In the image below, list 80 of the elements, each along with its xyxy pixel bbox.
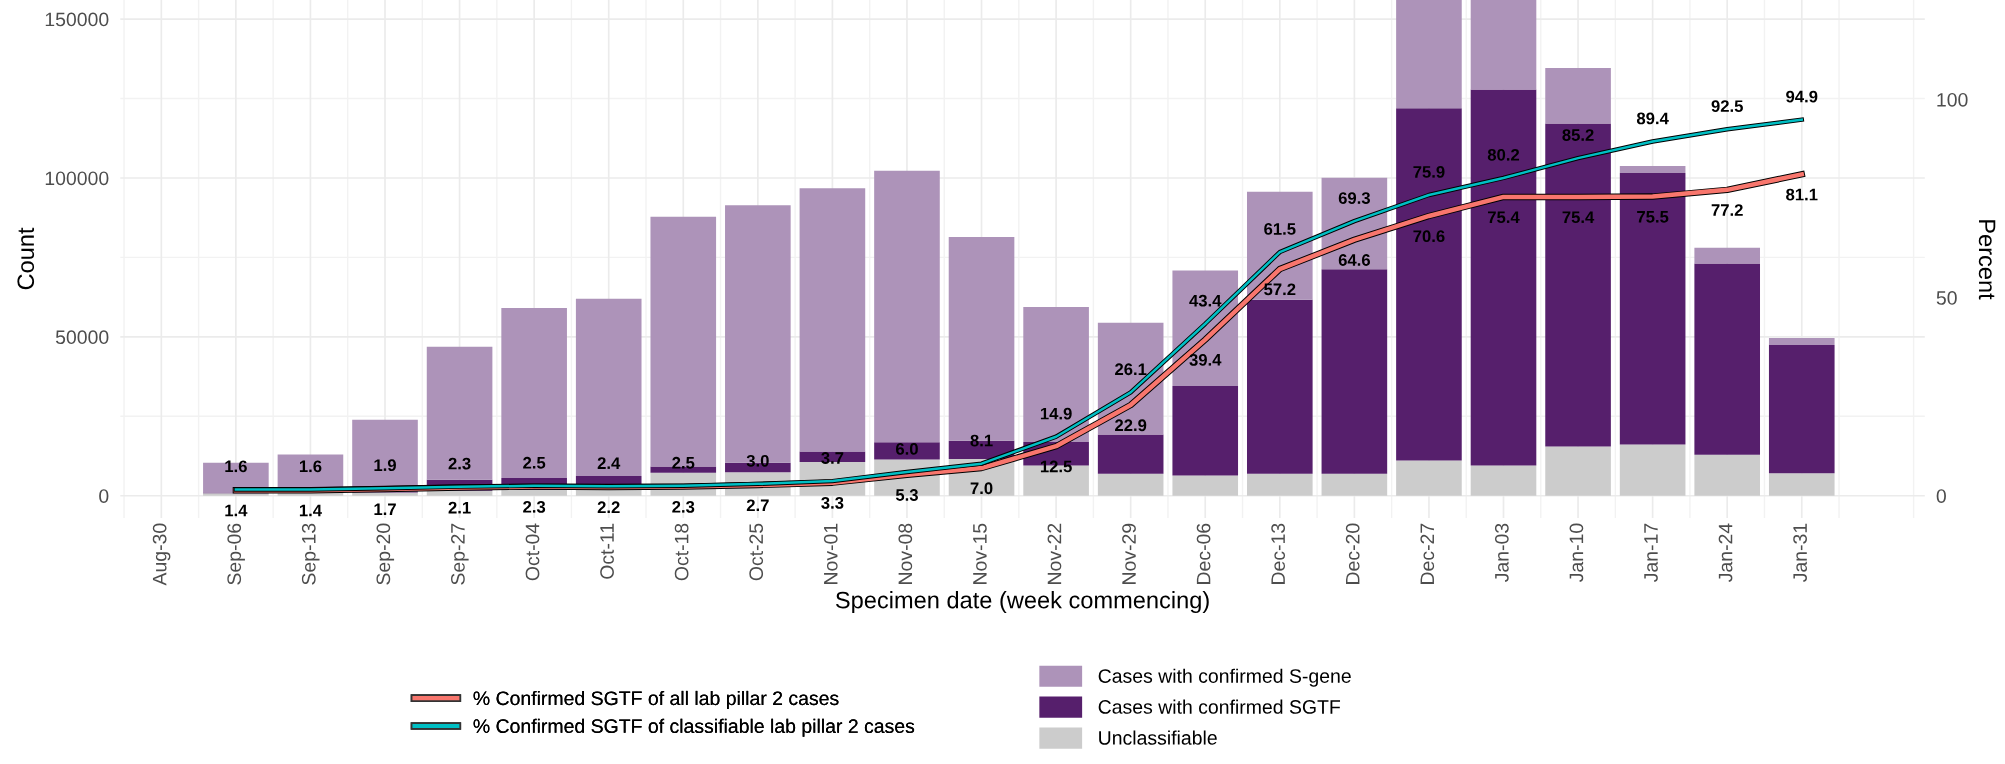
- data-label: 2.3: [672, 500, 695, 513]
- y-tick-label: 150000: [45, 12, 109, 27]
- x-tick-label: Oct-11: [600, 523, 614, 579]
- legend-label: % Confirmed SGTF of all lab pillar 2 cases: [473, 690, 839, 710]
- x-tick-label: Sep-20: [376, 523, 395, 585]
- data-label: 5.3: [895, 489, 918, 501]
- data-label: 1.9: [374, 459, 396, 472]
- data-label: 2.4: [597, 457, 621, 469]
- data-label: 2.7: [746, 499, 769, 512]
- data-label: 1.4: [299, 504, 322, 517]
- x-tick-label: Dec-06: [1196, 523, 1211, 584]
- data-label: 70.6: [1413, 230, 1445, 243]
- data-label: 69.3: [1338, 192, 1370, 204]
- x-tick-label: Nov-15: [973, 523, 987, 584]
- x-tick-label: Oct-25: [749, 523, 764, 581]
- data-label: 1.4: [225, 504, 248, 517]
- data-label: 3.3: [821, 497, 844, 509]
- data-label: 26.1: [1115, 363, 1147, 376]
- x-tick-label: Oct-04: [525, 523, 540, 581]
- data-label: 22.9: [1115, 419, 1147, 432]
- data-label: 64.6: [1338, 254, 1370, 266]
- data-label: 75.9: [1413, 165, 1445, 178]
- data-label: 81.1: [1786, 188, 1818, 201]
- data-label: 2.5: [672, 456, 695, 469]
- data-label: 75.5: [1637, 211, 1669, 223]
- x-tick-label: Jan-31: [1793, 523, 1807, 582]
- x-tick-label: Nov-29: [1122, 523, 1136, 584]
- x-tick-label: Sep-06: [227, 523, 245, 585]
- data-label: 3.7: [821, 452, 844, 464]
- x-tick-label: Dec-13: [1271, 523, 1286, 584]
- data-label: 75.4: [1488, 211, 1520, 224]
- y2-tick-label: 100: [1937, 92, 1968, 107]
- x-tick-label: Jan-10: [1569, 523, 1584, 582]
- x-tick-label: Nov-01: [823, 523, 838, 584]
- data-label: 80.2: [1487, 148, 1520, 161]
- data-label: 43.4: [1189, 294, 1222, 307]
- x-tick-label: Jan-17: [1644, 523, 1658, 582]
- data-label: 89.4: [1636, 112, 1669, 125]
- data-label: 75.4: [1562, 211, 1595, 224]
- legend-label: % Confirmed SGTF of classifiable lab pillar 2 cases: [473, 718, 915, 737]
- y2-axis-title: Percent: [1978, 220, 1996, 300]
- y-tick-label: 0: [99, 489, 109, 503]
- data-label: 77.2: [1711, 204, 1743, 216]
- x-tick-label: Nov-08: [898, 523, 913, 584]
- x-tick-label: Jan-24: [1718, 523, 1733, 582]
- y-axis-title: Count: [17, 227, 35, 290]
- data-label: 85.2: [1562, 129, 1594, 141]
- x-tick-label: Aug-30: [152, 523, 171, 586]
- data-label: 2.5: [523, 456, 546, 469]
- data-label: 7.0: [970, 482, 993, 495]
- data-label: 2.1: [448, 501, 471, 514]
- x-tick-label: Sep-13: [301, 523, 320, 585]
- data-label: 6.0: [896, 443, 918, 455]
- data-label: 57.2: [1264, 283, 1296, 296]
- data-label: 2.3: [448, 457, 471, 470]
- data-label: 1.6: [299, 460, 322, 473]
- data-label: 1.7: [374, 503, 396, 515]
- data-label: 8.1: [970, 434, 993, 447]
- data-label: 2.2: [597, 501, 620, 514]
- y-tick-label: 100000: [45, 171, 109, 186]
- data-label: 92.5: [1711, 100, 1743, 113]
- data-label: 39.4: [1189, 353, 1222, 366]
- x-axis-title: Specimen date (week commencing): [835, 591, 1209, 614]
- x-tick-label: Jan-03: [1494, 523, 1509, 582]
- y-tick-label: 50000: [55, 330, 109, 345]
- data-label: 94.9: [1786, 90, 1818, 103]
- data-label: 1.6: [225, 460, 247, 473]
- data-label: 2.3: [523, 500, 546, 513]
- x-tick-label: Nov-22: [1047, 523, 1062, 584]
- data-label: 14.9: [1040, 407, 1072, 420]
- x-tick-label: Dec-27: [1420, 523, 1435, 584]
- legend-label: Cases with confirmed S-gene: [1098, 668, 1351, 687]
- legend-label: Cases with confirmed SGTF: [1098, 699, 1341, 714]
- y2-tick-label: 50: [1936, 291, 1957, 305]
- x-tick-label: Sep-27: [451, 523, 469, 585]
- y2-tick-label: 0: [1936, 489, 1946, 503]
- x-tick-label: Oct-18: [674, 523, 689, 581]
- x-tick-label: Dec-20: [1345, 523, 1360, 584]
- legend-label: Unclassifiable: [1099, 730, 1217, 745]
- data-label: 61.5: [1264, 223, 1296, 235]
